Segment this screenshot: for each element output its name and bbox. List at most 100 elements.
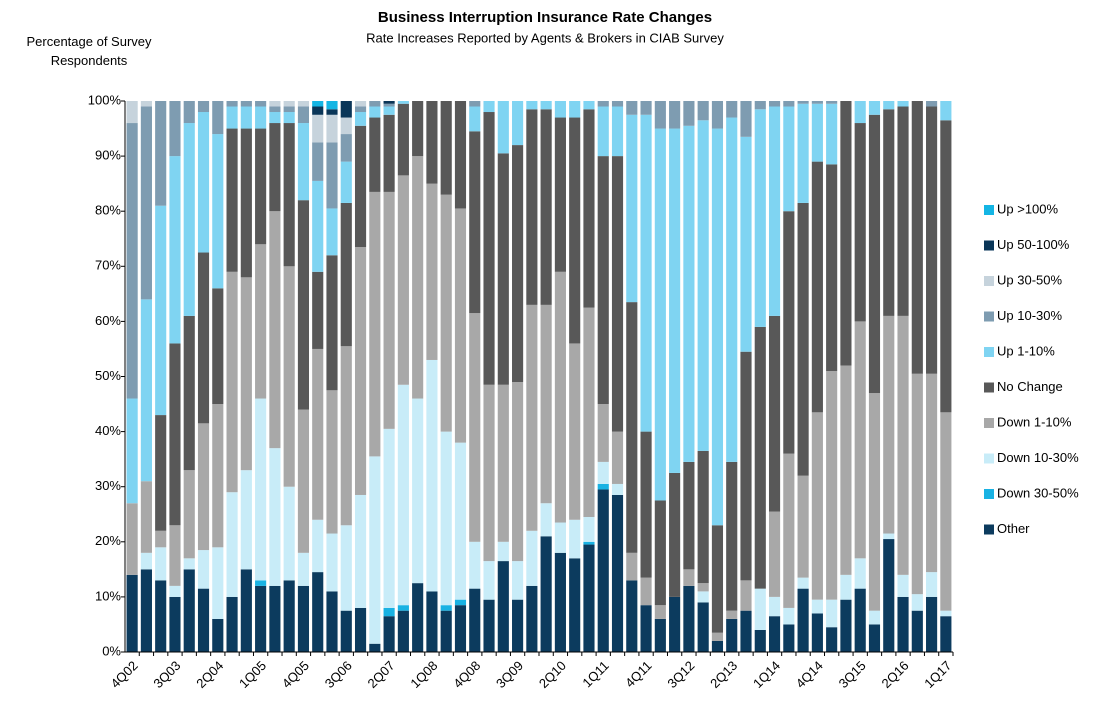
bar-segment xyxy=(497,101,509,154)
bar-segment xyxy=(669,596,681,652)
legend-label: Up 10-30% xyxy=(997,308,1062,323)
bar-segment xyxy=(383,191,395,429)
legend-swatch xyxy=(984,418,994,428)
bar-segment xyxy=(426,359,438,592)
bar-segment xyxy=(797,475,809,578)
bar-segment xyxy=(526,101,538,110)
bar-segment xyxy=(426,183,438,360)
legend-swatch xyxy=(984,347,994,357)
legend-label: Down 10-30% xyxy=(997,450,1079,465)
bar-segment xyxy=(412,398,424,584)
bar-segment xyxy=(911,594,923,611)
bar-segment xyxy=(126,398,138,504)
bar-segment xyxy=(412,101,424,157)
bar-segment xyxy=(740,610,752,652)
bar-segment xyxy=(783,211,795,454)
bar-segment xyxy=(597,404,609,462)
bar-segment xyxy=(669,128,681,473)
bar-segment xyxy=(540,503,552,537)
bar-segment xyxy=(269,101,281,107)
bar-segment xyxy=(940,616,952,652)
y-tick-label: 100% xyxy=(88,92,122,107)
bar-segment xyxy=(526,585,538,652)
bar-segment xyxy=(255,580,267,586)
bar-segment xyxy=(283,266,295,487)
bar-segment xyxy=(683,585,695,652)
x-tick-label: 1Q14 xyxy=(750,658,783,691)
bar-segment xyxy=(897,101,909,107)
x-tick-label: 1Q05 xyxy=(236,658,269,691)
bar-segment xyxy=(397,101,409,104)
bar-segment xyxy=(583,541,595,545)
legend-label: No Change xyxy=(997,379,1063,394)
bar-segment xyxy=(126,101,138,124)
bar-segment xyxy=(783,607,795,625)
bar-segment xyxy=(811,613,823,652)
bar-segment xyxy=(654,500,666,606)
bar-segment xyxy=(312,572,324,652)
bar-segment xyxy=(897,596,909,652)
bar-segment xyxy=(797,202,809,476)
bar-segment xyxy=(469,588,481,652)
bar-segment xyxy=(726,461,738,611)
bar-segment xyxy=(326,533,338,592)
bar-segment xyxy=(711,101,724,129)
bar-segment xyxy=(540,304,552,504)
bar-segment xyxy=(197,112,210,253)
legend-label: Down 30-50% xyxy=(997,485,1079,500)
bar-segment xyxy=(283,101,295,107)
bar-segment xyxy=(255,585,267,652)
x-tick-label: 3Q12 xyxy=(664,658,697,691)
bar-segment xyxy=(312,271,324,349)
bar-segment xyxy=(868,610,881,625)
x-tick-label: 2Q10 xyxy=(536,658,569,691)
bar-segment xyxy=(469,131,481,314)
bar-segment xyxy=(240,128,252,278)
bar-segment xyxy=(526,530,538,586)
bar-segment xyxy=(754,629,766,652)
bar-segment xyxy=(483,112,495,385)
legend-label: Other xyxy=(997,521,1030,536)
bar-segment xyxy=(483,599,495,652)
bar-segment xyxy=(611,431,624,484)
bar-segment xyxy=(597,101,609,107)
bar-segment xyxy=(797,103,809,203)
bar-segment xyxy=(255,101,267,107)
bar-segment xyxy=(897,574,909,597)
bar-segment xyxy=(897,315,909,575)
bar-segment xyxy=(826,103,838,165)
bar-segment xyxy=(397,610,409,652)
bar-segment xyxy=(883,101,895,110)
bar-segment xyxy=(911,610,923,652)
bar-segment xyxy=(297,123,310,201)
bar-segment xyxy=(626,552,638,581)
bar-segment xyxy=(811,103,823,162)
bar-segment xyxy=(883,315,895,534)
bar-segment xyxy=(383,607,395,617)
bar-segment xyxy=(854,321,866,559)
legend-label: Up 1-10% xyxy=(997,343,1055,358)
bar-segment xyxy=(726,117,738,462)
bar-segment xyxy=(240,101,252,107)
bar-segment xyxy=(583,101,595,110)
bar-segment xyxy=(826,164,838,371)
bar-segment xyxy=(497,153,509,385)
bar-segment xyxy=(340,101,352,118)
bar-segment xyxy=(426,591,438,652)
bar-segment xyxy=(369,643,381,652)
bar-segment xyxy=(283,112,295,124)
bar-segment xyxy=(883,533,895,540)
bar-segment xyxy=(212,404,224,548)
bar-segment xyxy=(155,415,167,531)
bar-segment xyxy=(326,255,338,391)
x-tick-label: 2Q07 xyxy=(365,658,398,691)
bar-segment xyxy=(554,522,566,553)
y-axis-label: Percentage of Survey Respondents xyxy=(26,34,152,68)
bar-segment xyxy=(155,580,167,652)
bar-segment xyxy=(383,101,395,104)
bar-segment xyxy=(354,106,367,113)
bar-segment xyxy=(426,101,438,184)
bar-segment xyxy=(811,599,823,614)
bar-segment xyxy=(669,472,681,597)
bar-segment xyxy=(183,569,195,652)
